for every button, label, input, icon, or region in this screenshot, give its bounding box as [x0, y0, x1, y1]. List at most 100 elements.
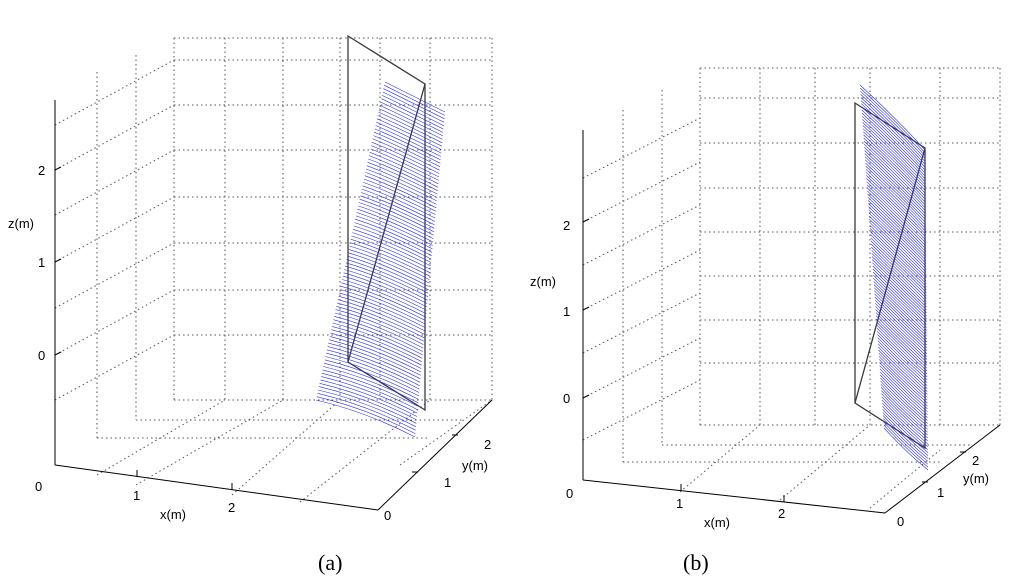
- panel-b-surface-strand: [867, 197, 927, 255]
- panel-b-surface-strand: [870, 234, 927, 290]
- panel-b-surface-strand: [861, 103, 926, 168]
- panel-a-surface-strand: [342, 275, 427, 311]
- panel-a-surface-strand: [339, 292, 426, 328]
- panel-b-surface-strand: [862, 125, 926, 189]
- panel-b-surface-strand: [877, 340, 928, 389]
- panel-b-surface-strand: [880, 387, 928, 433]
- panel-a-ztick-0: 0: [38, 348, 45, 363]
- panel-b-surface-strand: [880, 377, 928, 424]
- panel-b-surface-strand: [876, 324, 928, 375]
- panel-a-surface-strand: [327, 346, 421, 383]
- panel-a-surface-strand: [382, 91, 445, 123]
- panel-b-surface-strand: [881, 396, 928, 442]
- panel-b-surface-strand: [876, 331, 928, 381]
- panel-a-surface-strand: [341, 282, 427, 318]
- panel-b-caption-text: (b): [683, 550, 709, 575]
- panel-a-surface-strand: [355, 215, 433, 250]
- panel-a-ytick-2: 2: [484, 437, 491, 452]
- panel-b-surface-strand: [882, 412, 929, 456]
- panel-a-surface-strand: [333, 319, 423, 356]
- panel-a-surface-strand: [354, 222, 432, 256]
- panel-a-surface-strand: [377, 115, 442, 147]
- panel-a-surface-strand: [326, 352, 420, 390]
- panel-a-surface-strand: [384, 81, 446, 113]
- panel-a-surface-strand: [350, 239, 431, 274]
- panel-b-surface-strand: [864, 159, 926, 221]
- panel-a-surface-strand: [373, 135, 441, 167]
- panel-a-caption-text: (a): [318, 550, 342, 575]
- panel-b-surface: [859, 84, 929, 471]
- panel-b-surface-strand: [865, 165, 926, 226]
- panel-a-surface-strand: [372, 138, 440, 171]
- panel-b-surface-strand: [871, 256, 927, 311]
- panel-b-surface-strand: [875, 303, 928, 354]
- panel-b-grid: [582, 67, 1001, 509]
- panel-a-surface-strand: [353, 225, 432, 260]
- panel-a-surface-strand: [322, 369, 418, 407]
- panel-a-surface-strand: [383, 88, 445, 120]
- panel-b-surface-strand: [879, 368, 928, 415]
- panel-a-surface-strand: [339, 289, 426, 325]
- panel-a-ytick-0: 0: [384, 508, 391, 523]
- panel-b-surface-strand: [862, 122, 926, 186]
- panel-b-surface-strand: [869, 221, 927, 279]
- panel-b: 2 1 0 0 1 2 0 1 2 z(m) x(m) y(m) (b): [530, 67, 1001, 575]
- panel-a-surface-strand: [340, 285, 426, 321]
- panel-b-surface-strand: [866, 184, 927, 244]
- panel-a-surface-strand: [338, 295, 425, 332]
- panel-b-surface-strand: [859, 87, 926, 154]
- panel-b-ztick-0: 0: [563, 391, 570, 406]
- panel-a-grid: [54, 37, 493, 503]
- panel-a-surface-strand: [347, 255, 429, 291]
- panel-b-ytick-1: 1: [937, 485, 944, 500]
- panel-b-surface-strand: [866, 181, 927, 241]
- panel-b-surface-strand: [879, 362, 928, 410]
- panel-a-surface-strand: [335, 309, 424, 345]
- panel-b-surface-strand: [876, 318, 928, 369]
- panel-b-surface-strand: [865, 172, 927, 232]
- panel-b-axes: [582, 130, 1001, 514]
- panel-a-surface-strand: [370, 148, 439, 181]
- panel-a-caption: (a): [318, 550, 342, 575]
- panel-a-surface-strand: [323, 366, 419, 404]
- panel-a-ztick-2: 2: [38, 163, 45, 178]
- panel-a-surface-strand: [360, 195, 435, 229]
- panel-b-surface-strand: [870, 237, 927, 293]
- panel-a-surface-strand: [359, 198, 435, 232]
- panel-a-plane: [347, 34, 426, 412]
- panel-a-surface-strand: [328, 342, 421, 380]
- panel-b-surface-strand: [880, 380, 928, 427]
- panel-b-surface-strand: [867, 190, 927, 250]
- panel-a-surface-strand: [369, 152, 439, 185]
- panel-b-surface-strand: [869, 225, 927, 282]
- panel-b-surface-strand: [861, 112, 926, 177]
- panel-b-surface-strand: [883, 421, 929, 465]
- panel-a: 2 1 0 0 1 2 0 1 2 z(m) x(m) y(m) (a): [8, 34, 493, 575]
- panel-b-surface-strand: [861, 106, 926, 171]
- panel-b-surface-strand: [868, 215, 927, 273]
- panel-b-xtick-0: 0: [566, 486, 573, 501]
- panel-b-surface-strand: [869, 228, 927, 285]
- panel-a-surface-strand: [381, 95, 444, 126]
- panel-a-xtick-0: 0: [35, 479, 42, 494]
- panel-a-surface-strand: [317, 393, 416, 431]
- panel-b-caption: (b): [683, 550, 709, 575]
- panel-b-surface-strand: [872, 262, 927, 317]
- panel-b-surface-strand: [859, 84, 926, 151]
- panel-b-surface-strand: [874, 293, 928, 346]
- panel-b-surface-strand: [870, 243, 927, 299]
- panel-a-surface-strand: [318, 389, 417, 427]
- panel-a-axes: [54, 100, 493, 511]
- panel-a-surface-strand: [364, 175, 437, 209]
- panel-a-surface-strand: [331, 329, 422, 366]
- panel-a-xlabel: x(m): [160, 507, 186, 522]
- panel-a-surface-strand: [323, 362, 419, 400]
- panel-a-surface-strand: [365, 168, 437, 202]
- panel-b-surface-strand: [881, 393, 928, 439]
- panel-a-surface-strand: [316, 396, 416, 434]
- panel-a-surface-strand: [315, 399, 416, 438]
- panel-b-surface-strand: [868, 203, 927, 261]
- panel-a-surface-strand: [346, 259, 429, 294]
- panel-b-surface-strand: [860, 94, 926, 159]
